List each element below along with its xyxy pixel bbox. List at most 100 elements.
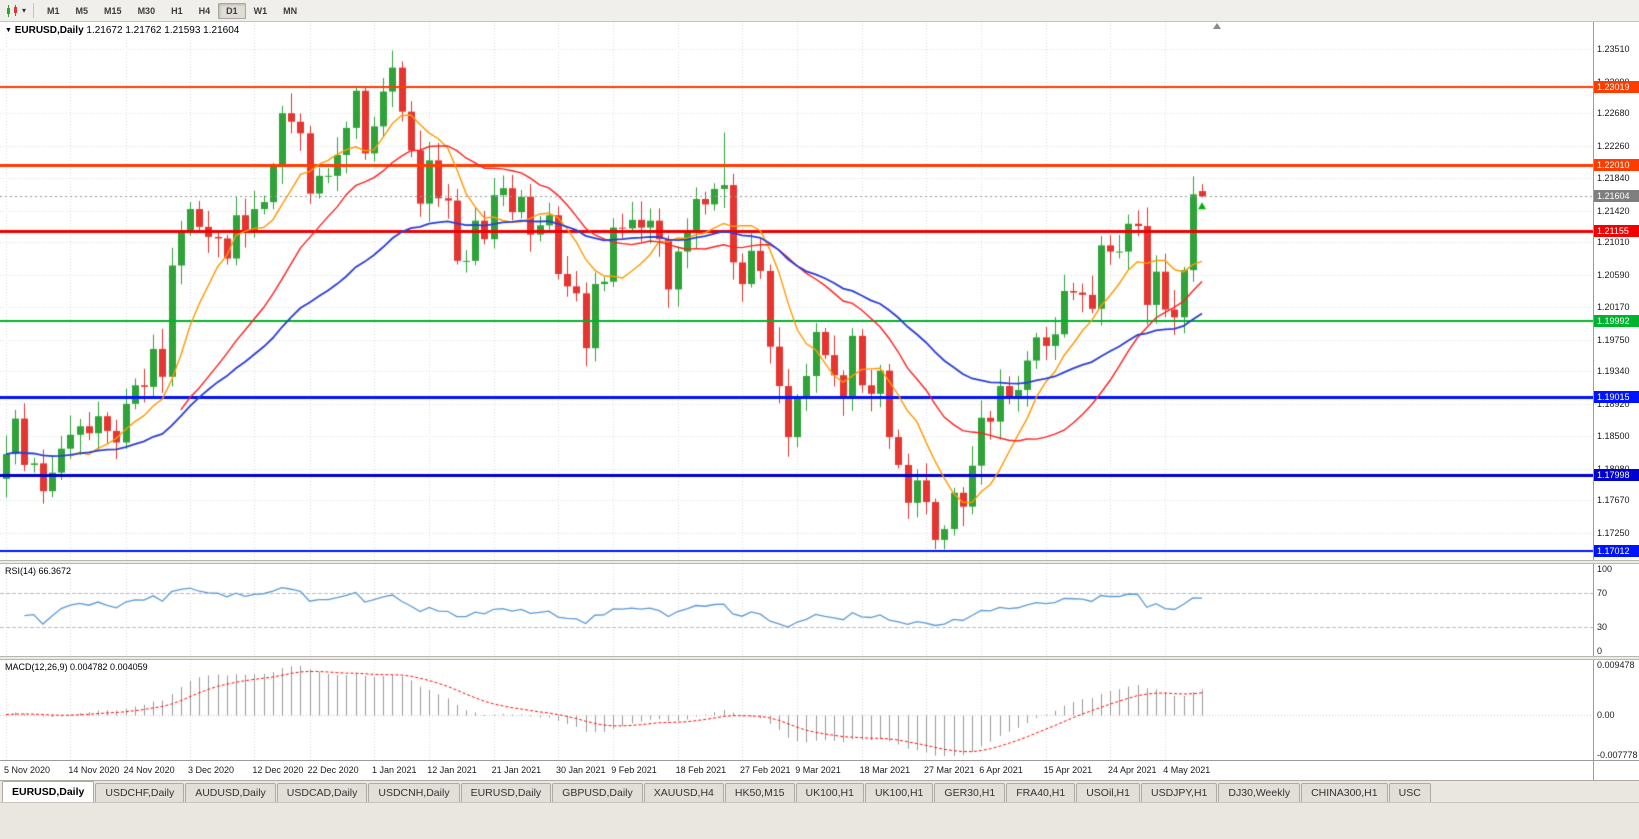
chart-tab-hk50-m15[interactable]: HK50,M15 [724, 783, 795, 802]
date-tick-label: 15 Apr 2021 [1043, 765, 1093, 775]
chart-tab-bar: EURUSD,Daily USDCHF,Daily AUDUSD,Daily USDC… [0, 780, 1639, 802]
timeframe-toolbar: ▾ M1 M5 M15 M30 H1 H4 D1 W1 MN [0, 0, 1639, 22]
timeframe-h1-button[interactable]: H1 [171, 5, 183, 16]
chart-tab-usoil-h1[interactable]: USOil,H1 [1076, 783, 1140, 802]
rsi-level-label: 0 [1597, 646, 1603, 656]
chart-tab-audusd-daily[interactable]: AUDUSD,Daily [185, 783, 276, 802]
price-line-label: 1.22010 [1594, 159, 1639, 171]
rsi-chart-canvas[interactable] [0, 564, 1593, 656]
price-tick-label: 1.21840 [1597, 173, 1630, 184]
date-tick-label: 21 Jan 2021 [491, 765, 542, 775]
chart-tab-usdjpy-h1[interactable]: USDJPY,H1 [1140, 783, 1218, 802]
chart-tab-ger30-h1[interactable]: GER30,H1 [934, 783, 1006, 802]
rsi-level-label: 70 [1597, 588, 1608, 599]
timeframe-m30-button[interactable]: M30 [137, 5, 156, 16]
panel-separator[interactable] [0, 560, 1639, 564]
date-tick-label: 3 Dec 2020 [188, 765, 235, 775]
chart-tab-dj30-weekly[interactable]: DJ30,Weekly [1218, 783, 1301, 802]
chart-tab-usc[interactable]: USC [1388, 783, 1431, 802]
main-chart-canvas[interactable] [0, 22, 1593, 560]
timeframe-m1-button[interactable]: M1 [47, 5, 60, 16]
toolbar-separator [33, 3, 35, 18]
time-axis[interactable]: 5 Nov 2020 14 Nov 2020 24 Nov 2020 3 Dec 20… [0, 760, 1639, 780]
price-tick-label: 1.17670 [1597, 495, 1630, 506]
chart-tab-usdcad-daily[interactable]: USDCAD,Daily [276, 783, 368, 802]
date-tick-label: 30 Jan 2021 [556, 765, 606, 775]
date-tick-label: 24 Nov 2020 [123, 765, 175, 775]
timeframe-m15-button[interactable]: M15 [104, 5, 122, 16]
date-tick-label: 12 Dec 2020 [252, 765, 304, 775]
price-tick-label: 1.19750 [1597, 334, 1630, 345]
macd-axis[interactable]: 0.009478 0.00 -0.007778 [1593, 660, 1639, 760]
chart-ohlc-values: 1.21672 1.21762 1.21593 1.21604 [86, 25, 240, 36]
date-tick-label: 4 May 2021 [1163, 765, 1211, 775]
chart-type-icon[interactable] [6, 4, 20, 17]
date-tick-label: 14 Nov 2020 [68, 765, 120, 775]
macd-level-label: 0.009478 [1597, 660, 1635, 670]
price-tick-label: 1.18080 [1597, 464, 1630, 474]
chart-title: ▼ EURUSD,Daily 1.21672 1.21762 1.21593 1… [5, 25, 239, 36]
chart-tab-usdchf-daily[interactable]: USDCHF,Daily [95, 783, 185, 802]
date-tick-label: 9 Mar 2021 [795, 765, 841, 775]
price-tick-label: 1.20590 [1597, 269, 1630, 280]
price-tick-label: 1.22680 [1597, 108, 1630, 119]
chart-tab-eurusd-daily[interactable]: EURUSD,Daily [2, 781, 95, 802]
candlestick-icon [7, 4, 17, 17]
price-axis[interactable]: 1.235101.230901.226801.222601.218401.214… [1593, 22, 1639, 570]
macd-indicator-label: MACD(12,26,9) 0.004782 0.004059 [5, 662, 148, 672]
date-tick-label: 18 Feb 2021 [675, 765, 727, 775]
rsi-panel: RSI(14) 66.3672 100 70 30 0 [0, 564, 1639, 656]
price-line-label: 1.17012 [1594, 545, 1639, 558]
date-tick-label: 1 Jan 2021 [372, 765, 417, 775]
chart-type-dropdown-icon[interactable]: ▾ [22, 6, 27, 15]
date-tick-label: 12 Jan 2021 [427, 765, 477, 775]
chart-symbol-label: EURUSD,Daily [14, 25, 84, 36]
price-tick-label: 1.21010 [1597, 237, 1630, 248]
price-line-label: 1.17998 [1594, 469, 1639, 482]
chart-tab-xauusd-h4[interactable]: XAUUSD,H4 [643, 783, 724, 802]
chart-window: ▼ EURUSD,Daily 1.21672 1.21762 1.21593 1… [0, 22, 1639, 780]
timeframe-m5-button[interactable]: M5 [75, 5, 89, 16]
date-tick-label: 6 Apr 2021 [979, 765, 1023, 775]
chart-tab-fra40-h1[interactable]: FRA40,H1 [1006, 783, 1076, 802]
price-tick-label: 1.22260 [1597, 140, 1630, 151]
chart-tab-china300-h1[interactable]: CHINA300,H1 [1301, 783, 1388, 802]
axis-corner [1593, 761, 1639, 780]
rsi-level-label: 100 [1597, 564, 1613, 574]
timeframe-w1-button[interactable]: W1 [253, 5, 268, 16]
timeframe-mn-button[interactable]: MN [283, 5, 298, 16]
price-line-label: 1.19992 [1594, 314, 1639, 327]
current-price-label: 1.21604 [1594, 190, 1639, 203]
chart-tab-gbpusd-daily[interactable]: GBPUSD,Daily [552, 783, 643, 802]
date-tick-label: 9 Feb 2021 [611, 765, 657, 775]
chart-tab-uk100-h1[interactable]: UK100,H1 [864, 783, 934, 802]
date-tick-label: 27 Mar 2021 [924, 765, 975, 775]
timeframe-buttons: M1 M5 M15 M30 H1 H4 D1 W1 MN [39, 2, 305, 19]
date-tick-label: 24 Apr 2021 [1108, 765, 1157, 775]
timeframe-h4-button[interactable]: H4 [198, 5, 211, 16]
panel-separator[interactable] [0, 656, 1639, 660]
price-tick-label: 1.21420 [1597, 205, 1630, 216]
main-price-panel: ▼ EURUSD,Daily 1.21672 1.21762 1.21593 1… [0, 22, 1639, 570]
rsi-level-label: 30 [1597, 621, 1608, 632]
chart-shift-marker[interactable] [1213, 23, 1221, 29]
chart-dropdown-icon[interactable]: ▼ [5, 27, 12, 34]
macd-level-label: -0.007778 [1597, 750, 1638, 760]
macd-panel: MACD(12,26,9) 0.004782 0.004059 0.009478… [0, 660, 1639, 760]
chart-tab-eurusd-daily[interactable]: EURUSD,Daily [460, 783, 552, 802]
chart-tab-uk100-h1[interactable]: UK100,H1 [795, 783, 864, 802]
rsi-axis[interactable]: 100 70 30 0 [1593, 564, 1639, 656]
price-line-label: 1.19015 [1594, 390, 1639, 403]
timeframe-d1-button[interactable]: D1 [218, 2, 246, 19]
price-tick-label: 1.20170 [1597, 302, 1630, 313]
price-line-label: 1.23019 [1594, 81, 1639, 93]
price-tick-label: 1.19340 [1597, 366, 1630, 377]
price-tick-label: 1.23510 [1597, 44, 1630, 55]
date-tick-label: 27 Feb 2021 [740, 765, 791, 775]
macd-chart-canvas[interactable] [0, 660, 1593, 760]
price-tick-label: 1.18920 [1597, 398, 1630, 409]
date-tick-label: 5 Nov 2020 [4, 765, 51, 775]
price-tick-label: 1.18500 [1597, 431, 1630, 442]
macd-level-label: 0.00 [1597, 709, 1615, 720]
chart-tab-usdcnh-daily[interactable]: USDCNH,Daily [368, 783, 460, 802]
